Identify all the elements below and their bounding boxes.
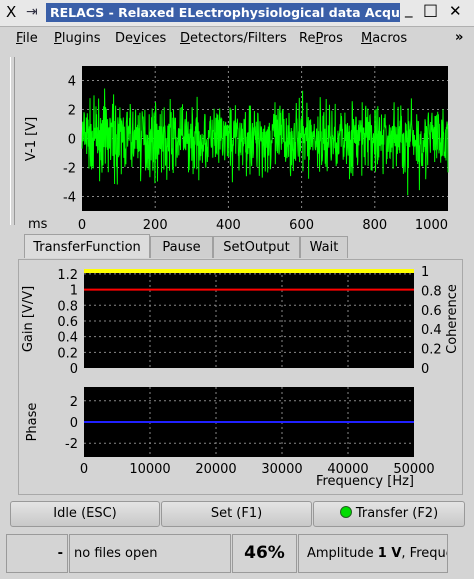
status-led-icon — [339, 506, 352, 518]
trace-xtick-label: 400 — [216, 218, 241, 232]
idle-button[interactable]: Idle (ESC) — [10, 501, 160, 527]
minimize-icon[interactable]: _ — [405, 0, 413, 18]
coherence-ytick-label: 0.8 — [421, 284, 442, 299]
phase-xtick-label: 10000 — [129, 462, 170, 477]
amp-value: 1 V — [377, 546, 402, 561]
trace-signal — [81, 88, 449, 196]
phase-yticks: 2 0 -2 — [65, 395, 78, 452]
transfer-plots: 1.210.80.60.40.20 10.80.60.40.20 Gain [V… — [21, 265, 460, 489]
menu-plugins[interactable]: Plugins — [54, 31, 101, 46]
trace-xtick-label: 200 — [143, 218, 168, 232]
trace-xtick-label: 800 — [362, 218, 387, 232]
trace-grid — [82, 66, 448, 211]
coherence-ytick-label: 0.4 — [421, 323, 442, 338]
transfer-button-label: Transfer (F2) — [355, 506, 439, 521]
phase-ylabel: Phase — [25, 403, 40, 442]
gain-yticks-left: 1.210.80.60.40.20 — [57, 268, 78, 377]
tab-pause[interactable]: Pause — [150, 236, 213, 258]
splitter-handle[interactable] — [10, 57, 15, 225]
trace-xtick-label: 1000 — [415, 218, 448, 232]
status-dash: - — [6, 534, 68, 573]
phase-ytick-label: 2 — [70, 395, 78, 410]
status-amplitude: Amplitude 1 V, Freque — [298, 534, 448, 573]
trace-xlabel: ms — [28, 217, 48, 232]
phase-xtick-label: 20000 — [195, 462, 236, 477]
title-bar[interactable]: X ⇥ RELACS - Relaxed ELectrophysiologica… — [0, 0, 474, 27]
trace-xtick-label: 600 — [289, 218, 314, 232]
gain-ytick-label: 0.4 — [57, 331, 78, 346]
trace-yticks: 4 2 0 -2 -4 — [63, 75, 76, 206]
phase-xtick-label: 40000 — [327, 462, 368, 477]
trace-xtick-label: 0 — [78, 218, 86, 232]
tab-setoutput[interactable]: SetOutput — [213, 236, 300, 258]
trace-ylabel: V-1 [V] — [24, 117, 39, 161]
gain-plot-area — [84, 270, 414, 368]
close-window-icon[interactable]: ✕ — [449, 2, 462, 20]
coherence-ytick-label: 0.6 — [421, 304, 442, 319]
coherence-ytick-label: 0.2 — [421, 343, 442, 358]
gain-ylabel: Gain [V/V] — [21, 286, 36, 352]
maximize-icon[interactable]: □ — [423, 0, 439, 19]
phase-ytick-label: 0 — [70, 416, 78, 431]
window-title: RELACS - Relaxed ELectrophysiological da… — [46, 3, 400, 22]
phase-xlabel: Frequency [Hz] — [316, 474, 414, 489]
set-button[interactable]: Set (F1) — [161, 501, 312, 527]
phase-xtick-label: 0 — [80, 462, 88, 477]
gain-ytick-label: 0.8 — [57, 299, 78, 314]
coherence-line — [84, 269, 414, 273]
trace-ytick-label: 0 — [68, 133, 76, 148]
coherence-ytick-label: 0 — [421, 362, 429, 377]
phase-xtick-label: 30000 — [261, 462, 302, 477]
menu-file[interactable]: File — [16, 31, 38, 46]
trace-ytick-label: -4 — [63, 191, 76, 206]
gain-ytick-label: 0 — [70, 362, 78, 377]
menu-overflow-icon[interactable]: » — [455, 30, 464, 45]
gain-ytick-label: 0.6 — [57, 315, 78, 330]
menu-detectors-filters[interactable]: Detectors/Filters — [180, 31, 287, 46]
phase-ytick-label: -2 — [65, 437, 78, 452]
coherence-ytick-label: 1 — [421, 265, 429, 280]
gain-ytick-label: 1.2 — [57, 268, 78, 283]
phase-xticks: 0 10000 20000 30000 40000 50000 — [80, 462, 435, 477]
menu-bar: File Plugins Devices Detectors/Filters R… — [0, 27, 474, 51]
trace-ytick-label: -2 — [63, 162, 76, 177]
trace-ytick-label: 4 — [68, 75, 76, 90]
gain-yticks-right: 1 0.8 0.6 0.4 0.2 0 — [421, 265, 442, 377]
amp-prefix: Amplitude — [307, 546, 378, 561]
trace-plot: 4 2 0 -2 -4 0 200 400 600 800 1000 V-1 [V] ms — [24, 66, 449, 232]
menu-devices[interactable]: Devices — [115, 31, 167, 46]
pin-icon[interactable]: ⇥ — [26, 4, 38, 20]
gain-ytick-label: 1 — [70, 284, 78, 299]
tab-transferfunction[interactable]: TransferFunction — [24, 234, 150, 258]
trace-ytick-label: 2 — [68, 104, 76, 119]
trace-xticks: 0 200 400 600 800 1000 — [78, 218, 448, 232]
transfer-button[interactable]: Transfer (F2) — [313, 501, 465, 527]
coherence-ylabel: Coherence — [445, 284, 460, 354]
status-percent: 46% — [232, 534, 297, 573]
menu-repros[interactable]: RePros — [299, 31, 343, 46]
tab-wait[interactable]: Wait — [300, 236, 348, 258]
phase-xtick-label: 50000 — [393, 462, 434, 477]
gain-ytick-label: 0.2 — [57, 346, 78, 361]
app-x-icon: X — [6, 3, 17, 21]
transferfunction-pane — [18, 259, 463, 495]
menu-macros[interactable]: Macros — [361, 31, 408, 46]
status-files: no files open — [69, 534, 231, 573]
amp-suffix: , Freque — [401, 546, 447, 561]
